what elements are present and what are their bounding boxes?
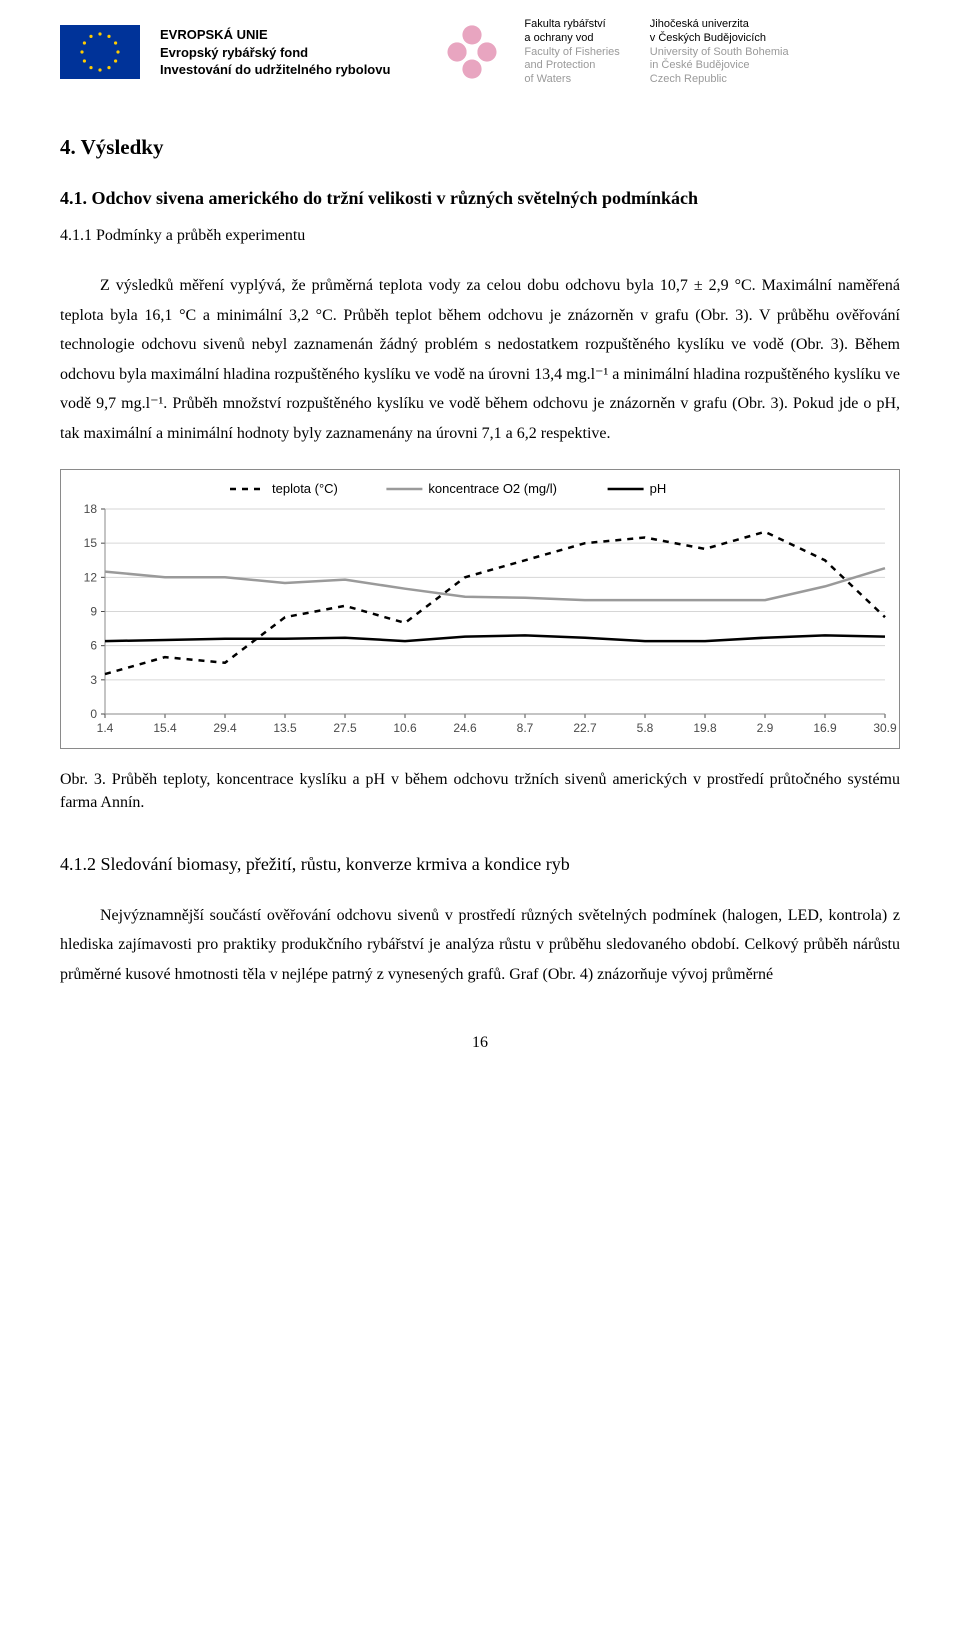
svg-text:0: 0 (90, 707, 97, 721)
uni-line1: Jihočeská univerzita (650, 18, 789, 32)
page-number: 16 (60, 1034, 900, 1052)
svg-text:24.6: 24.6 (453, 721, 477, 735)
fakulta-line4: and Protection (524, 59, 619, 73)
svg-text:19.8: 19.8 (693, 721, 717, 735)
svg-text:9: 9 (90, 604, 97, 618)
line-chart-svg: teplota (°C) koncentrace O2 (mg/l) pH 0 3 6 9 1… (60, 469, 900, 749)
heading-subsection-41: 4.1. Odchov sivena amerického do tržní v… (60, 186, 900, 211)
svg-text:15.4: 15.4 (153, 721, 177, 735)
svg-text:27.5: 27.5 (333, 721, 357, 735)
fakulta-logo-icon (440, 20, 504, 84)
svg-text:8.7: 8.7 (517, 721, 534, 735)
svg-text:pH: pH (650, 481, 667, 496)
document-header: EVROPSKÁ UNIE Evropský rybářský fond Inv… (0, 0, 960, 111)
uni-line4: in České Budějovice (650, 59, 789, 73)
eu-flag-icon (60, 25, 140, 79)
svg-text:3: 3 (90, 672, 97, 686)
svg-text:1.4: 1.4 (97, 721, 114, 735)
heading-section: 4. Výsledky (60, 135, 900, 160)
svg-text:6: 6 (90, 638, 97, 652)
heading-subsubsection-411: 4.1.1 Podmínky a průběh experimentu (60, 227, 900, 245)
fakulta-line3: Faculty of Fisheries (524, 46, 619, 60)
fakulta-line2: a ochrany vod (524, 32, 619, 46)
svg-text:13.5: 13.5 (273, 721, 297, 735)
eu-line2: Evropský rybářský fond (160, 44, 390, 62)
svg-text:12: 12 (84, 570, 98, 584)
svg-text:2.9: 2.9 (757, 721, 774, 735)
heading-subsubsection-412: 4.1.2 Sledování biomasy, přežití, růstu,… (60, 854, 900, 875)
eu-line3: Investování do udržitelného rybolovu (160, 61, 390, 79)
svg-text:16.9: 16.9 (813, 721, 837, 735)
svg-text:30.9: 30.9 (873, 721, 897, 735)
figure-3-caption: Obr. 3. Průběh teploty, koncentrace kysl… (60, 768, 900, 814)
uni-line3: University of South Bohemia (650, 46, 789, 60)
fakulta-text-block: Fakulta rybářství a ochrany vod Faculty … (524, 18, 619, 87)
svg-text:teplota (°C): teplota (°C) (272, 481, 338, 496)
paragraph-2: Nejvýznamnější součástí ověřování odchov… (60, 901, 900, 990)
svg-text:koncentrace O2 (mg/l): koncentrace O2 (mg/l) (428, 481, 557, 496)
fakulta-line1: Fakulta rybářství (524, 18, 619, 32)
eu-line1: EVROPSKÁ UNIE (160, 26, 390, 44)
paragraph-1: Z výsledků měření vyplývá, že průměrná t… (60, 271, 900, 449)
uni-line2: v Českých Budějovicích (650, 32, 789, 46)
figure-3-chart: teplota (°C) koncentrace O2 (mg/l) pH 0 3 6 9 1… (60, 469, 900, 754)
svg-text:15: 15 (84, 536, 98, 550)
svg-text:29.4: 29.4 (213, 721, 237, 735)
svg-text:5.8: 5.8 (637, 721, 654, 735)
svg-text:18: 18 (84, 502, 98, 516)
eu-text-block: EVROPSKÁ UNIE Evropský rybářský fond Inv… (160, 26, 390, 79)
fakulta-line5: of Waters (524, 73, 619, 87)
uni-line5: Czech Republic (650, 73, 789, 87)
svg-text:10.6: 10.6 (393, 721, 417, 735)
svg-text:22.7: 22.7 (573, 721, 597, 735)
university-text-block: Jihočeská univerzita v Českých Budějovic… (650, 18, 789, 87)
